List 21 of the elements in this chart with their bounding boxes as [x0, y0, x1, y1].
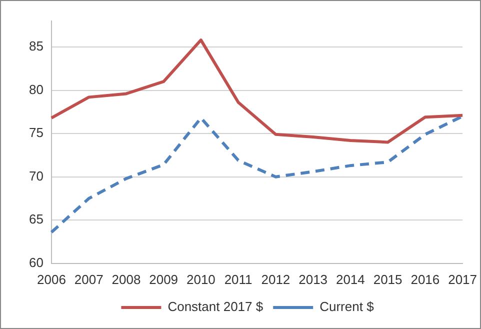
x-tick-label: 2015 [373, 272, 402, 287]
y-tick-label: 65 [28, 212, 44, 227]
y-tick-label: 60 [28, 254, 44, 270]
x-tick-label: 2017 [448, 272, 477, 287]
x-tick-label: 2008 [112, 272, 141, 287]
x-tick-label: 2009 [149, 272, 178, 287]
y-tick-label: 70 [28, 168, 44, 184]
x-tick-label: 2013 [298, 272, 328, 287]
x-tick-label: 2011 [224, 272, 252, 287]
x-tick-label: 2016 [410, 272, 440, 287]
y-tick-label: 75 [28, 125, 44, 140]
x-tick-label: 2007 [74, 272, 104, 287]
legend-label: Current $ [320, 299, 375, 314]
y-tick-label: 80 [28, 82, 44, 97]
y-tick-label: 85 [28, 38, 44, 54]
x-tick-label: 2010 [186, 272, 216, 287]
legend-label: Constant 2017 $ [168, 299, 264, 314]
line-series [50, 114, 464, 234]
x-tick-label: 2014 [336, 272, 365, 287]
x-tick-label: 2006 [37, 272, 66, 287]
x-tick-label: 2012 [261, 272, 290, 287]
